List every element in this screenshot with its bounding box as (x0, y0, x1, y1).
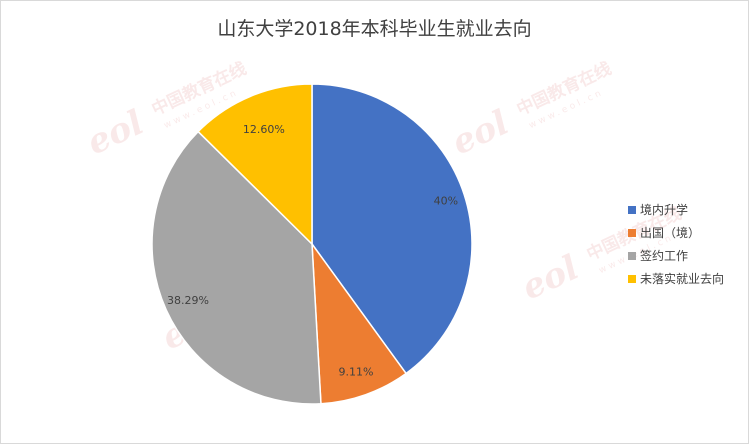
legend-item: 境内升学 (628, 198, 724, 221)
legend-swatch (628, 251, 636, 260)
legend-label: 未落实就业去向 (640, 272, 725, 286)
legend-item: 出国（境） (628, 221, 724, 244)
legend-label: 签约工作 (640, 249, 689, 263)
svg-text:eol: eol (516, 248, 585, 308)
legend-swatch (628, 205, 636, 214)
legend-label: 境内升学 (640, 203, 689, 217)
legend-label: 出国（境） (640, 226, 701, 240)
pie-slices (151, 83, 473, 405)
legend-swatch (628, 274, 636, 283)
svg-text:eol: eol (446, 103, 515, 163)
legend: 境内升学出国（境） 签约工作未落实就业去向 (628, 198, 724, 290)
legend-swatch (628, 228, 636, 237)
pie-data-label: 12.60% (243, 123, 285, 136)
svg-text:eol: eol (81, 103, 150, 163)
pie-data-label: 40% (434, 194, 458, 207)
pie-data-label: 38.29% (167, 294, 209, 307)
pie-data-label: 9.11% (339, 366, 374, 379)
pie-data-labels: 40% 9.11% 38.29% 12.60% (167, 123, 458, 379)
legend-item: 未落实就业去向 (628, 267, 724, 290)
pie-slice (197, 83, 313, 246)
chart-title: 山东大学2018年本科毕业生就业去向 (217, 18, 532, 40)
pie-slice (311, 241, 408, 405)
legend-item: 签约工作 (628, 244, 724, 267)
pie-slice (311, 83, 473, 375)
pie-slice (151, 130, 322, 405)
